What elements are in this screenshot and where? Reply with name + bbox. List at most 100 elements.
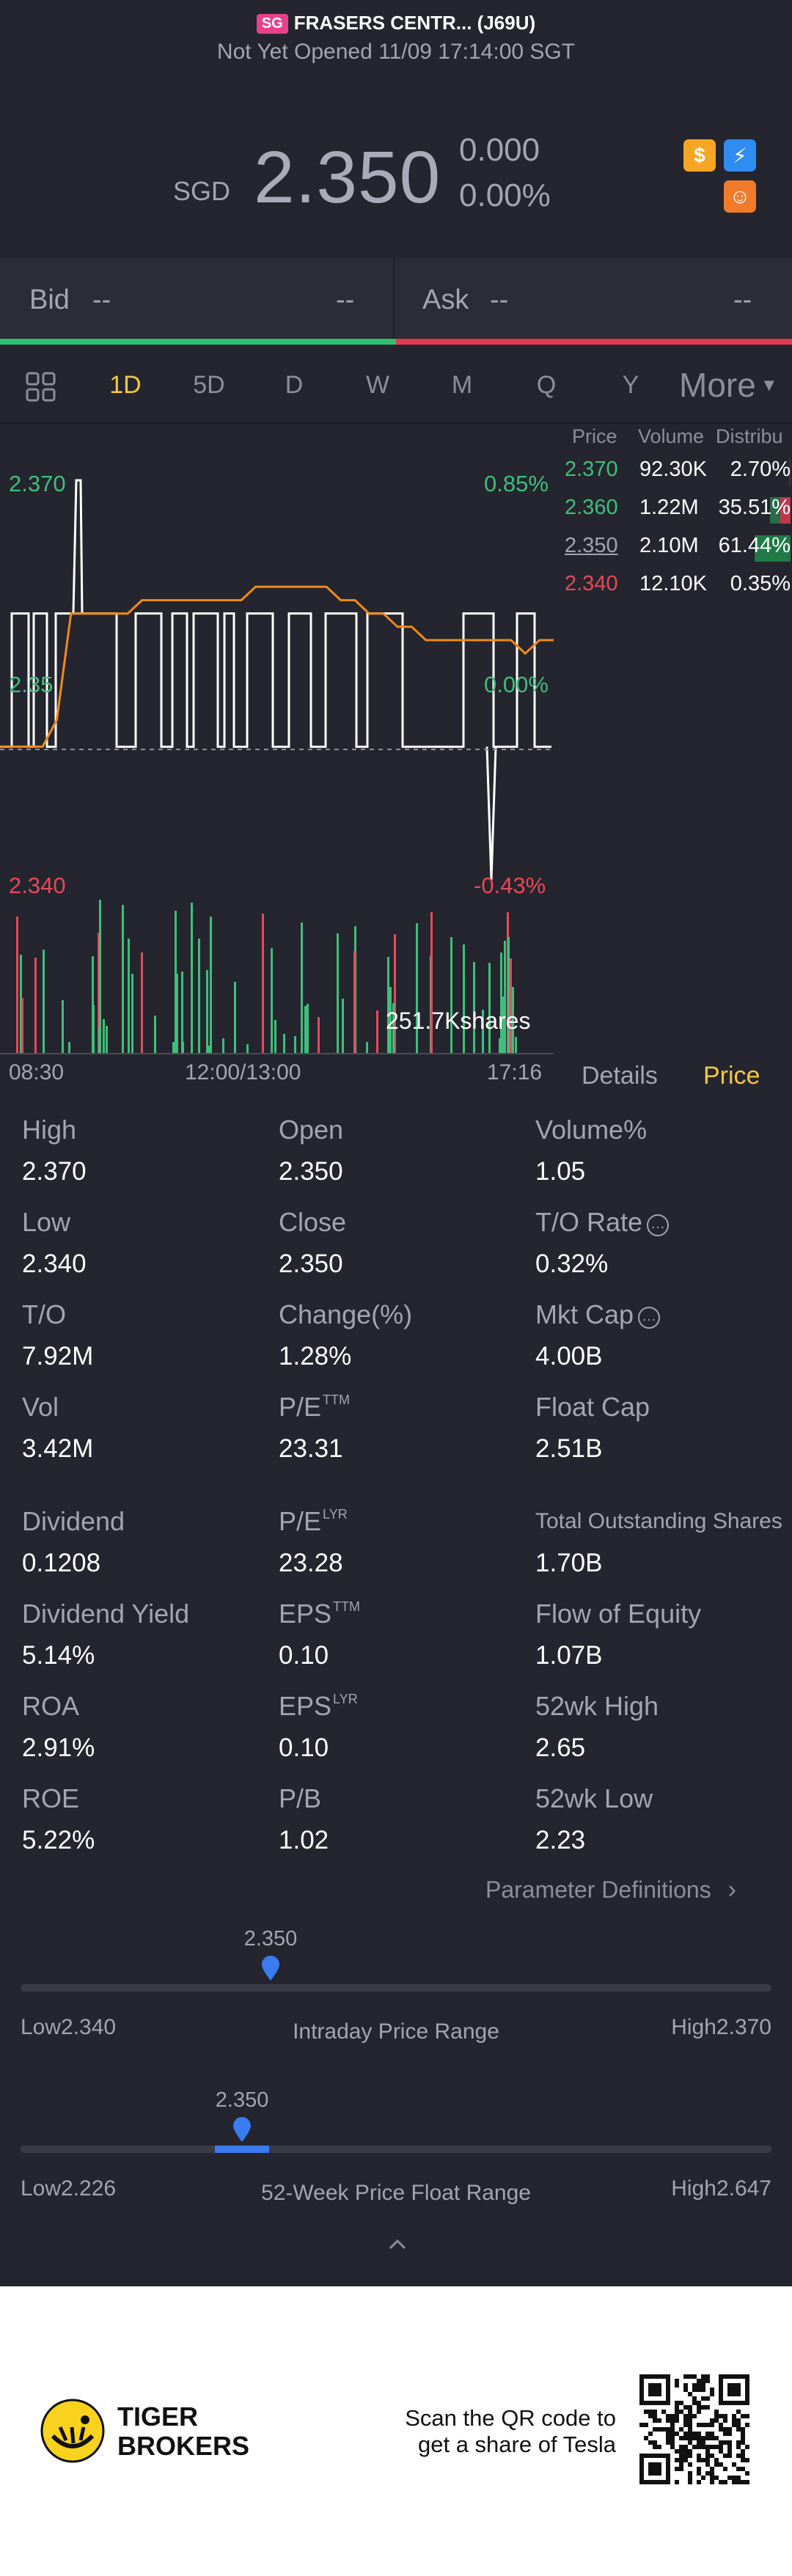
stat-pe-ttm-sup: TTM [323, 1392, 351, 1407]
volume-bar [176, 974, 178, 1053]
lightning-badge-icon[interactable]: ⚡ [724, 139, 756, 172]
tab-1d[interactable]: 1D [109, 371, 142, 399]
volume-bar [512, 987, 514, 1053]
tab-day[interactable]: D [285, 371, 304, 399]
volume-bar [43, 950, 45, 1053]
volume-bar [488, 963, 491, 1053]
ladder-volume: 92.30K [639, 458, 707, 481]
tab-details[interactable]: Details [582, 1062, 658, 1090]
week52-low: Low2.226 [21, 2176, 117, 2201]
week52-high: High2.647 [671, 2176, 771, 2201]
ladder-distribution: 35.51% [718, 496, 791, 519]
volume-bar [210, 917, 212, 1053]
ladder-price: 2.350 [565, 534, 618, 557]
currency-label: SGD [173, 176, 231, 206]
bid-ask-panel: Bid -- -- Ask -- -- [0, 258, 792, 339]
week52-range-title: 52-Week Price Float Range [261, 2181, 531, 2205]
intraday-high: High2.370 [671, 2015, 771, 2039]
price-change-percent: 0.00% [459, 177, 551, 213]
chart-high-price: 2.370 [9, 471, 66, 496]
volume-bar [16, 917, 18, 1053]
stat-volume-pct-value: 1.05 [535, 1157, 586, 1186]
tab-price[interactable]: Price [703, 1062, 760, 1090]
volume-bar [106, 1026, 108, 1053]
info-icon[interactable]: … [647, 1214, 670, 1236]
stat-pe-ttm-label: P/E [279, 1392, 322, 1422]
volume-bar [392, 1003, 395, 1053]
stat-dividend-label: Dividend [22, 1506, 125, 1536]
volume-bar [515, 1037, 517, 1053]
volume-bar [20, 1008, 22, 1053]
volume-bar [198, 939, 200, 1053]
stat-eps-ttm: EPS TTM [279, 1599, 360, 1629]
time-start-label: 08:30 [9, 1060, 65, 1085]
volume-bar [191, 903, 193, 1053]
stat-pb-value: 1.02 [279, 1826, 329, 1854]
tab-5d[interactable]: 5D [193, 371, 225, 399]
dollar-badge-icon[interactable]: $ [683, 139, 716, 172]
volume-bar [463, 944, 465, 1053]
intraday-range-track [21, 1984, 771, 1992]
ladder-price: 2.360 [565, 496, 618, 519]
last-price: 2.350 [254, 136, 441, 219]
ladder-header-price: Price [572, 425, 617, 447]
parameter-definitions-link[interactable]: Parameter Definitions › [485, 1876, 736, 1904]
volume-bar [262, 914, 264, 1053]
stat-eps-lyr-sup: LYR [333, 1692, 358, 1706]
bid-label: Bid [29, 285, 70, 315]
tab-month[interactable]: M [451, 371, 473, 399]
tab-quarter[interactable]: Q [536, 371, 557, 399]
volume-bar [274, 1020, 276, 1053]
volume-bar [450, 937, 452, 1053]
bid-ask-divider [393, 258, 395, 339]
period-tabs: 1D 5D D W M Q Y More ▼ [0, 345, 792, 424]
stat-change-pct-value: 1.28% [279, 1342, 352, 1370]
stat-high-value: 2.370 [22, 1157, 87, 1186]
stat-eps-lyr-label: EPS [279, 1691, 332, 1721]
volume-bar [389, 987, 392, 1053]
volume-bar [20, 955, 22, 1053]
ask-strength-bar [396, 339, 792, 345]
volume-bar [430, 912, 433, 1053]
volume-bar [366, 1042, 368, 1053]
intraday-chart[interactable]: 2.370 0.85% 2.35 0.00% 2.340 -0.43% 251.… [0, 425, 557, 1056]
stat-low-label: Low [22, 1207, 71, 1237]
stat-div-yield-value: 5.14% [22, 1641, 95, 1670]
stat-52wk-low-label: 52wk Low [535, 1783, 653, 1813]
time-end-label: 17:16 [487, 1060, 543, 1085]
stat-pe-ttm-value: 23.31 [279, 1434, 343, 1463]
distribution-bar [755, 535, 791, 562]
volume-bar [294, 1036, 296, 1053]
stat-open-label: Open [279, 1115, 344, 1145]
volume-bar [99, 900, 101, 1053]
stat-vol-value: 3.42M [22, 1434, 94, 1463]
more-tab[interactable]: More ▼ [679, 365, 778, 405]
chart-mid-price: 2.35 [9, 672, 54, 697]
ladder-distribution: 2.70% [730, 458, 791, 481]
stat-open-value: 2.350 [279, 1157, 343, 1186]
volume-bar [504, 941, 506, 1053]
volume-bar [304, 1006, 307, 1053]
chart-canvas [0, 479, 554, 1054]
stat-flow-equity-value: 1.07B [535, 1641, 603, 1670]
tiger-badge-icon[interactable]: ☺ [724, 180, 756, 213]
grid-layout-icon[interactable] [25, 371, 57, 407]
volume-bar [21, 998, 23, 1053]
tab-week[interactable]: W [365, 371, 390, 399]
collapse-chevron-up-icon[interactable] [389, 2238, 406, 2253]
volume-bar [128, 939, 130, 1053]
tab-year[interactable]: Y [622, 371, 639, 399]
stat-pe-lyr-value: 23.28 [279, 1549, 343, 1577]
stat-to-rate: T/O Rate… [535, 1207, 670, 1238]
volume-bar [103, 1019, 105, 1053]
brand-line-2: BROKERS [117, 2431, 250, 2461]
ladder-volume: 12.10K [639, 572, 707, 595]
volume-bar [387, 957, 389, 1053]
brand-line-1: TIGER [117, 2401, 199, 2432]
intraday-low: Low2.340 [21, 2015, 117, 2039]
info-icon[interactable]: … [638, 1307, 661, 1329]
bid-size: -- [336, 285, 355, 315]
stat-52wk-high-label: 52wk High [535, 1691, 659, 1721]
high-spike-line [72, 479, 84, 614]
volume-bar [246, 1044, 249, 1053]
